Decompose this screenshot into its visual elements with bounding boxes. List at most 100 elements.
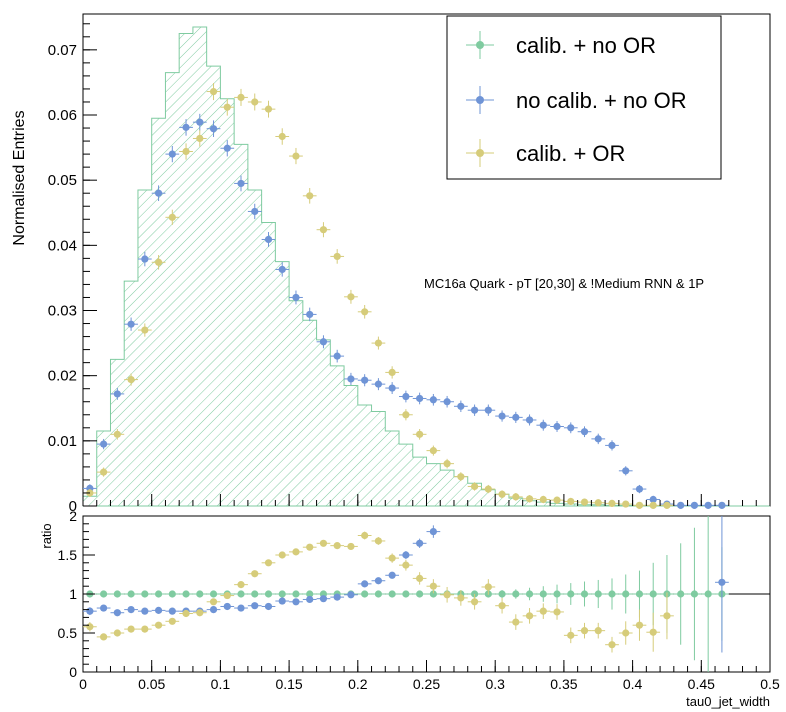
point-marker	[470, 482, 479, 491]
ratio-point-no-calib-no-or	[206, 606, 221, 614]
data-point-calib-or	[660, 501, 674, 509]
ratio-point-calib-or	[495, 597, 509, 614]
point-marker	[704, 501, 712, 509]
ratio-point-marker	[278, 551, 286, 559]
ratio-point-marker	[649, 590, 657, 598]
point-marker	[237, 179, 245, 188]
ratio-point-calib-no-or	[563, 583, 578, 605]
ratio-point-no-calib-no-or	[344, 591, 358, 599]
ratio-point-marker	[278, 590, 286, 598]
data-point-calib-or	[110, 429, 125, 440]
ratio-point-calib-or	[591, 622, 606, 639]
x-tick-label: 0.4	[623, 676, 643, 692]
point-marker	[402, 392, 410, 401]
ratio-point-calib-or	[412, 572, 427, 585]
ratio-point-no-calib-no-or	[275, 597, 290, 605]
ratio-point-calib-or	[165, 617, 180, 625]
ratio-y-tick-label: 2	[69, 508, 77, 524]
ratio-point-marker	[100, 590, 108, 598]
data-point-no-calib-no-or	[715, 501, 729, 509]
data-point-calib-or	[124, 373, 138, 386]
ratio-point-calib-or	[426, 579, 441, 594]
legend-label-no-calib-no-or: no calib. + no OR	[516, 88, 687, 113]
ratio-point-calib-or	[563, 627, 578, 644]
ratio-point-calib-or	[110, 629, 125, 637]
data-point-no-calib-no-or	[508, 411, 523, 423]
ratio-point-calib-or	[124, 625, 138, 633]
ratio-point-marker	[251, 590, 259, 598]
data-point-calib-or	[646, 501, 661, 509]
data-point-no-calib-no-or	[440, 395, 454, 408]
ratio-point-calib-or	[247, 570, 262, 578]
point-marker	[443, 398, 451, 406]
ratio-point-marker	[306, 595, 314, 604]
ratio-point-no-calib-no-or	[371, 577, 386, 585]
legend-label-calib-or: calib. + OR	[516, 141, 625, 166]
ratio-point-calib-no-or	[234, 590, 248, 598]
data-point-calib-or	[536, 495, 551, 504]
ratio-point-no-calib-no-or	[399, 551, 413, 559]
ratio-point-calib-no-or	[687, 527, 702, 661]
point-marker	[278, 132, 286, 141]
ratio-point-marker	[333, 542, 341, 550]
ratio-point-no-calib-no-or	[247, 602, 262, 610]
ratio-point-calib-no-or	[673, 543, 688, 645]
data-point-no-calib-no-or	[234, 175, 248, 192]
point-marker	[237, 93, 245, 102]
data-point-calib-or	[165, 209, 180, 225]
ratio-point-calib-or	[618, 621, 633, 645]
ratio-point-calib-no-or	[605, 578, 619, 610]
ratio-point-marker	[223, 602, 231, 611]
main-panel: 0 0.01 0.02 0.03 0.04 0.05 0.06 0.07 Normalised…	[11, 13, 771, 515]
point-marker	[663, 501, 671, 509]
data-point-calib-or	[440, 458, 454, 469]
data-point-calib-or	[605, 499, 619, 507]
point-marker	[416, 430, 424, 438]
point-marker	[347, 293, 355, 301]
point-marker	[374, 339, 383, 347]
ratio-point-marker	[580, 590, 589, 598]
ratio-point-marker	[237, 581, 245, 589]
point-marker	[539, 421, 547, 429]
point-marker	[677, 501, 685, 509]
ratio-point-calib-no-or	[289, 590, 303, 598]
point-marker	[553, 422, 561, 431]
ratio-y-tick-label: 1.5	[58, 547, 78, 563]
ratio-point-calib-no-or	[495, 590, 509, 598]
ratio-point-calib-or	[453, 590, 468, 606]
ratio-point-marker	[594, 627, 602, 635]
point-marker	[251, 98, 259, 106]
ratio-point-marker	[374, 590, 383, 598]
ratio-y-tick-label: 1	[69, 586, 77, 602]
ratio-point-marker	[539, 607, 547, 615]
data-point-no-calib-no-or	[344, 372, 358, 385]
point-marker	[306, 192, 314, 200]
point-marker	[209, 87, 218, 96]
ratio-point-calib-no-or	[261, 590, 276, 598]
data-point-no-calib-no-or	[605, 440, 619, 451]
ratio-point-marker	[429, 590, 437, 598]
point-marker	[429, 396, 437, 404]
point-marker	[539, 495, 547, 504]
point-marker	[292, 152, 300, 160]
legend-marker-calib-or	[476, 149, 484, 157]
ratio-point-calib-or	[330, 542, 345, 550]
ratio-point-calib-no-or	[124, 590, 138, 598]
ratio-point-calib-or	[192, 609, 207, 617]
data-point-calib-or	[385, 366, 400, 379]
point-marker	[319, 338, 328, 346]
data-point-calib-or	[302, 188, 317, 204]
ratio-point-calib-no-or	[701, 516, 716, 672]
point-marker	[251, 207, 259, 216]
ratio-point-marker	[553, 608, 561, 616]
ratio-point-marker	[333, 593, 341, 601]
ratio-point-marker	[141, 607, 149, 615]
ratio-point-marker	[264, 602, 273, 611]
point-marker	[141, 326, 149, 334]
ratio-point-calib-or	[96, 633, 111, 641]
data-point-calib-or	[275, 128, 290, 145]
x-tick-label: 0.25	[413, 676, 440, 692]
data-point-no-calib-no-or	[536, 419, 551, 431]
ratio-point-marker	[306, 590, 314, 598]
